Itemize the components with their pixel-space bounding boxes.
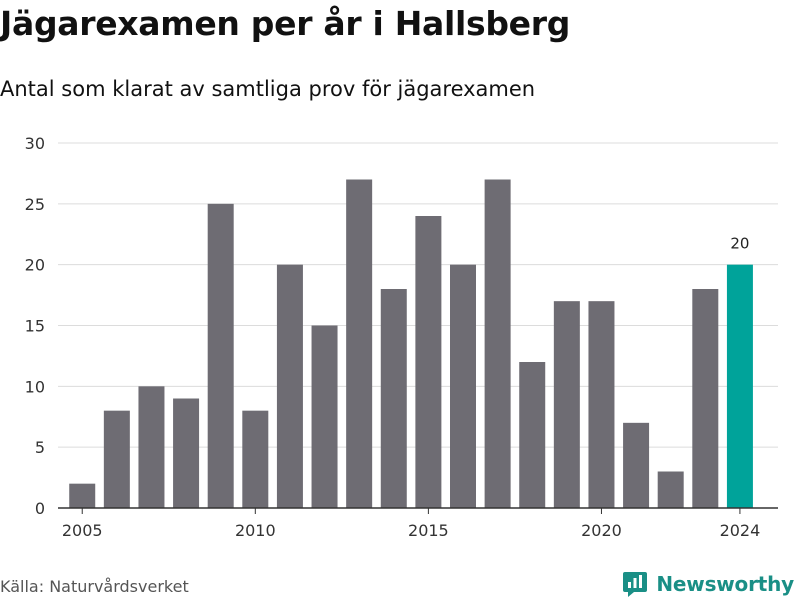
bar <box>138 386 165 508</box>
chart-subtitle: Antal som klarat av samtliga prov för jä… <box>0 77 536 101</box>
x-tick-label: 2015 <box>408 521 449 540</box>
bar <box>311 325 338 508</box>
bar <box>692 289 719 508</box>
y-tick-label: 15 <box>25 317 45 336</box>
x-tick-label: 2024 <box>720 521 761 540</box>
bar <box>242 410 269 508</box>
bar <box>103 410 130 508</box>
bar <box>276 264 303 508</box>
bar <box>519 362 546 508</box>
x-tick-label: 2010 <box>235 521 276 540</box>
bar <box>346 179 373 508</box>
newsworthy-logo-icon <box>623 572 648 597</box>
bar <box>657 471 684 508</box>
y-tick-label: 0 <box>35 499 45 518</box>
x-tick-label: 2020 <box>581 521 622 540</box>
chart-title: Jägarexamen per år i Hallsberg <box>0 4 571 43</box>
bar <box>207 203 234 509</box>
bar <box>623 422 650 508</box>
y-tick-label: 30 <box>25 134 45 153</box>
bar <box>553 301 580 508</box>
bar <box>588 301 615 508</box>
bar <box>173 398 200 508</box>
source-note: Källa: Naturvårdsverket <box>0 577 189 596</box>
y-tick-label: 25 <box>25 195 45 214</box>
data-label: 20 <box>730 235 749 253</box>
x-tick-label: 2005 <box>62 521 103 540</box>
brand-logo[interactable]: Newsworthy <box>622 568 794 600</box>
y-tick-label: 10 <box>25 377 45 396</box>
bar-highlight <box>726 264 753 508</box>
bar <box>415 216 442 508</box>
bar <box>69 483 96 508</box>
bar <box>484 179 511 508</box>
bar <box>380 289 407 508</box>
y-tick-label: 20 <box>25 256 45 275</box>
y-tick-label: 5 <box>35 438 45 457</box>
brand-name: Newsworthy <box>656 572 794 596</box>
bar <box>450 264 476 508</box>
